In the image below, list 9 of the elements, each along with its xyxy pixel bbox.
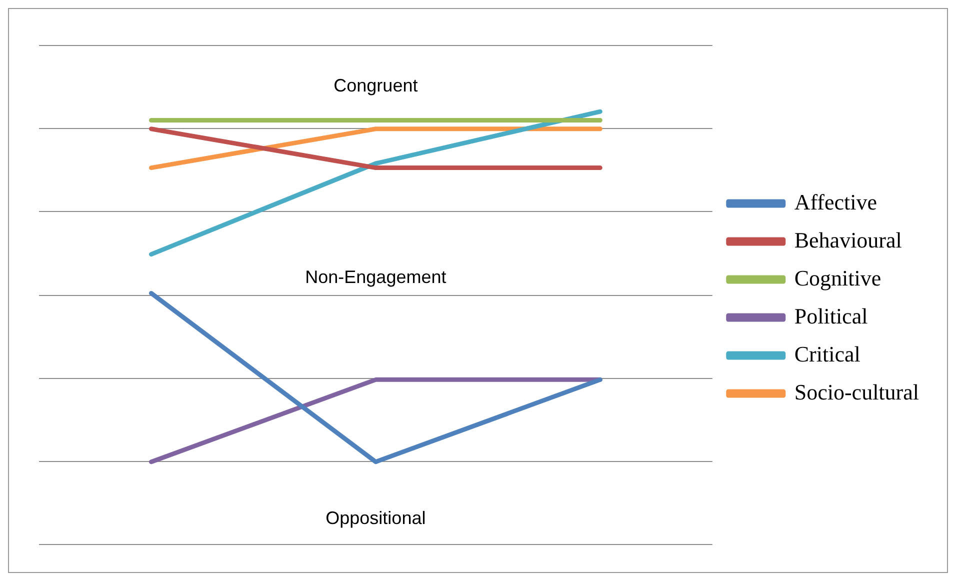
annotation: Non-Engagement (305, 267, 446, 287)
legend-label: Critical (794, 341, 860, 366)
legend-label: Affective (794, 189, 878, 214)
legend-label: Political (794, 303, 868, 328)
legend-label: Cognitive (794, 265, 882, 290)
annotation: Oppositional (326, 508, 426, 528)
legend-label: Behavioural (794, 227, 902, 252)
text: Congruent (334, 75, 418, 96)
legend-label: Socio-cultural (794, 379, 920, 404)
